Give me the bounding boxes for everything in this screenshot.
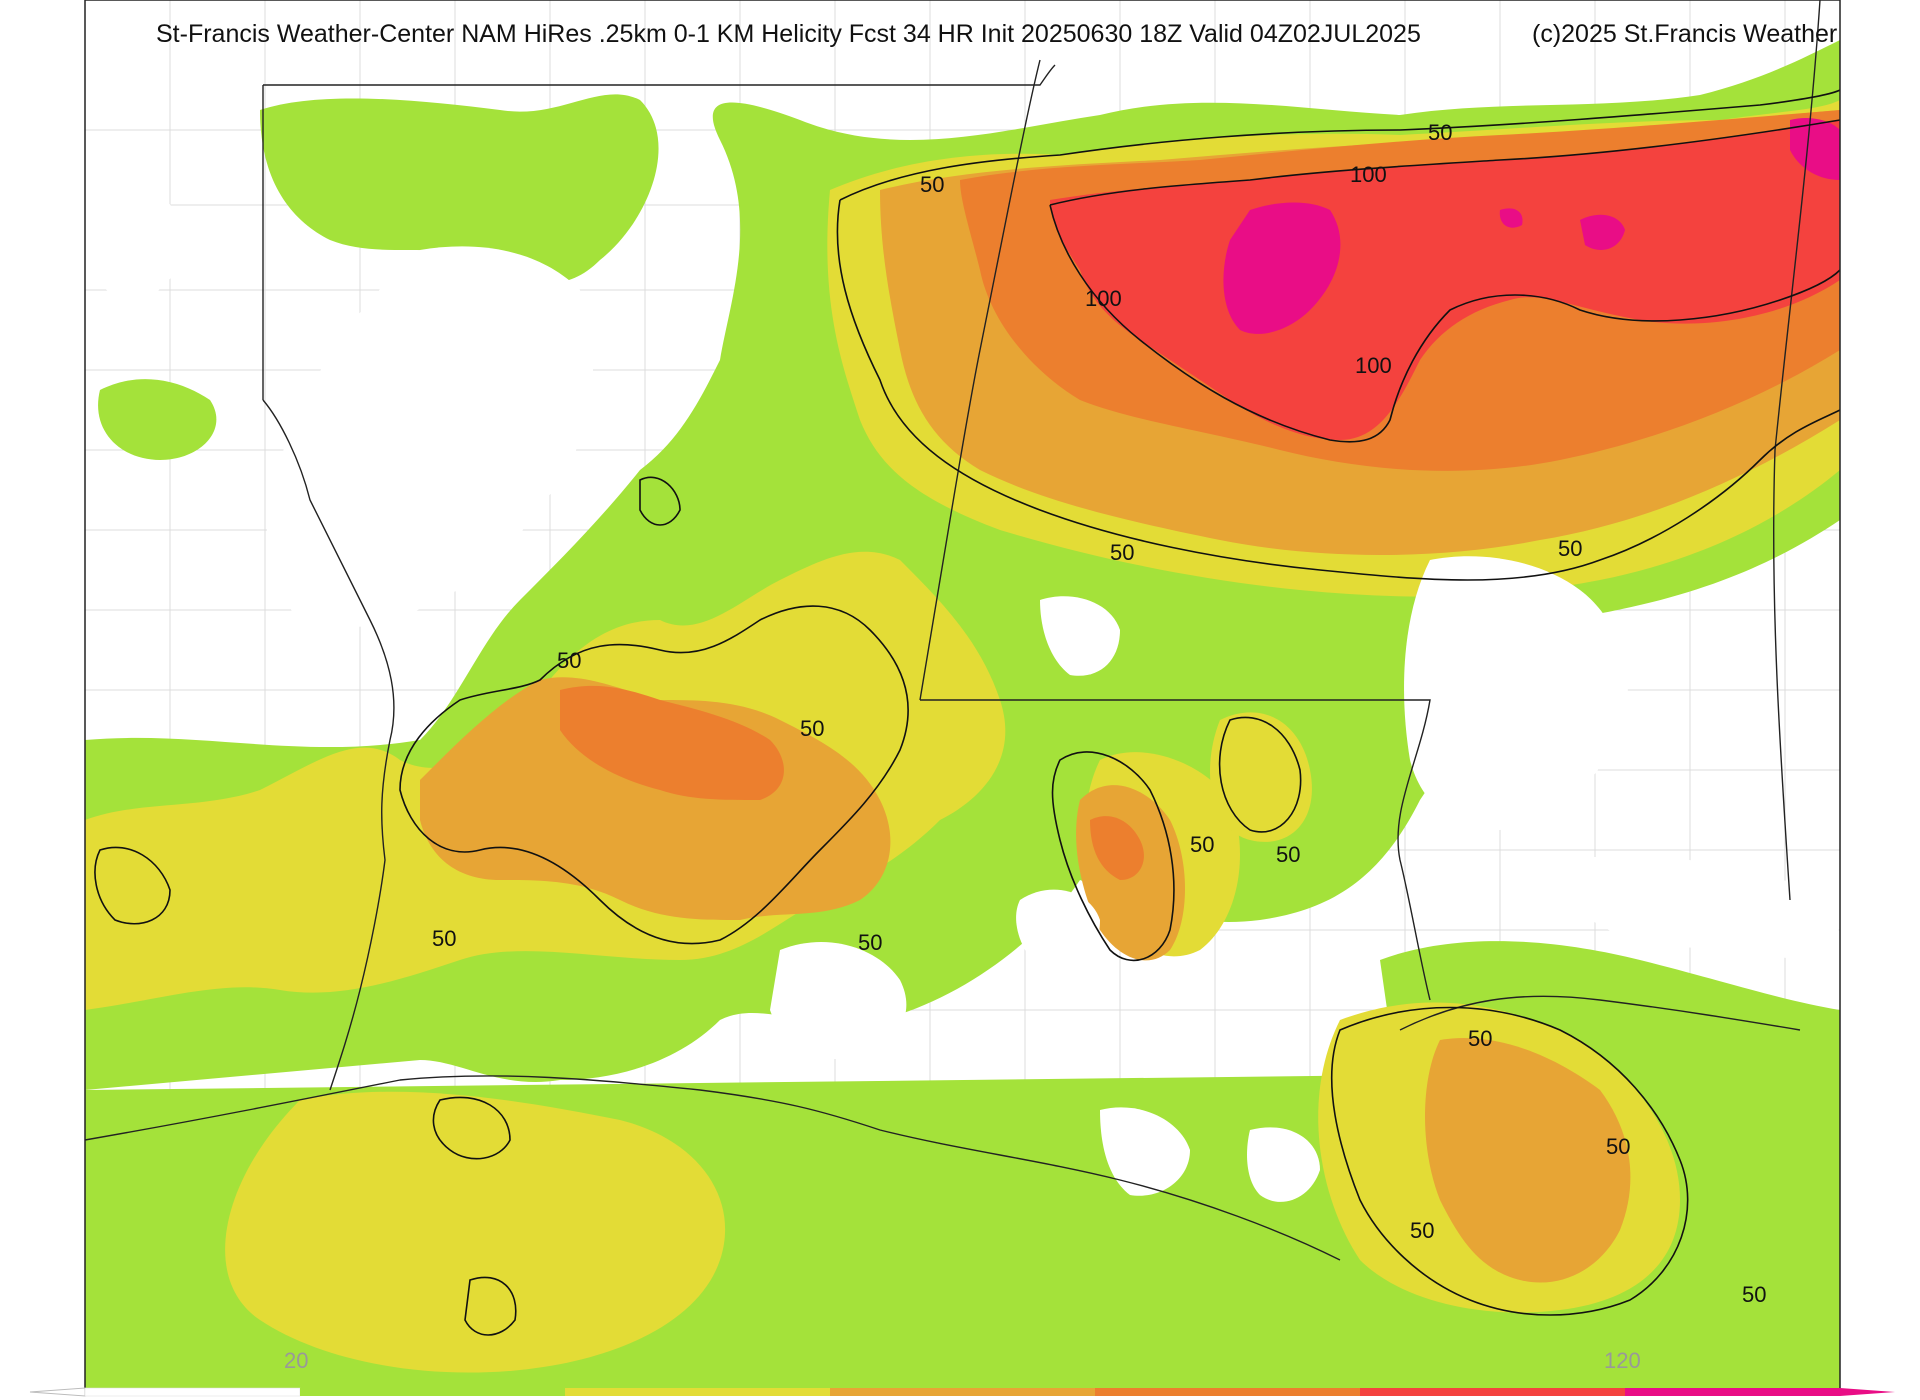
contour-label: 50	[920, 172, 944, 197]
colorbar-left-arrow	[29, 1387, 86, 1397]
colorbar-segment	[1360, 1388, 1625, 1396]
contour-50-central	[399, 605, 909, 945]
map-panel: 50 50 100 100 100 50 50 50 50 50 50 50 5…	[84, 0, 1841, 1391]
helicity-band-100-120	[1050, 120, 1840, 440]
contour-50-gulf2	[464, 1276, 517, 1336]
colorbar: 20 120	[29, 1348, 1895, 1397]
colorbar-segment	[1095, 1388, 1360, 1396]
figure-title: St-Francis Weather-Center NAM HiRes .25k…	[156, 20, 1421, 48]
contour-label: 50	[1468, 1026, 1492, 1051]
contour-label: 50	[1110, 540, 1134, 565]
colorbar-tick-high: 120	[1604, 1348, 1641, 1373]
colorbar-segment	[1625, 1388, 1840, 1396]
contour-50-nw	[639, 476, 681, 526]
colorbar-tick-low: 20	[284, 1348, 308, 1373]
contour-label: 50	[1190, 832, 1214, 857]
contour-label: 50	[858, 930, 882, 955]
helicity-below-20-gaps	[85, 176, 1840, 1202]
colorbar-segment	[84, 1387, 301, 1397]
contour-50-gulf	[432, 1096, 511, 1160]
contour-50-east2	[1218, 716, 1302, 833]
colorbar-segment	[830, 1388, 1095, 1396]
colorbar-right-arrow	[1840, 1388, 1895, 1396]
contour-lines	[94, 89, 1841, 1336]
helicity-band-120-plus	[1223, 118, 1840, 334]
contour-label: 100	[1355, 353, 1392, 378]
contour-50-north	[836, 89, 1841, 581]
contour-label: 50	[1606, 1134, 1630, 1159]
copyright-notice: (c)2025 St.Francis Weather	[1532, 20, 1837, 48]
contour-100-north	[1049, 119, 1841, 443]
colorbar-segment	[565, 1388, 830, 1396]
contour-label: 50	[800, 716, 824, 741]
contour-label: 50	[1558, 536, 1582, 561]
contour-label: 50	[1410, 1218, 1434, 1243]
contour-labels: 50 50 100 100 100 50 50 50 50 50 50 50 5…	[432, 120, 1766, 1307]
contour-50-west	[94, 846, 171, 925]
contour-50-east	[1051, 751, 1175, 962]
contour-label: 50	[557, 648, 581, 673]
contour-label: 50	[1742, 1282, 1766, 1307]
contour-label: 100	[1085, 286, 1122, 311]
contour-50-southeast	[1330, 1006, 1689, 1316]
colorbar-segment	[300, 1388, 565, 1396]
contour-label: 50	[432, 926, 456, 951]
contour-label: 50	[1276, 842, 1300, 867]
state-boundaries	[84, 0, 1821, 1261]
contour-label: 100	[1350, 162, 1387, 187]
contour-label: 50	[1428, 120, 1452, 145]
